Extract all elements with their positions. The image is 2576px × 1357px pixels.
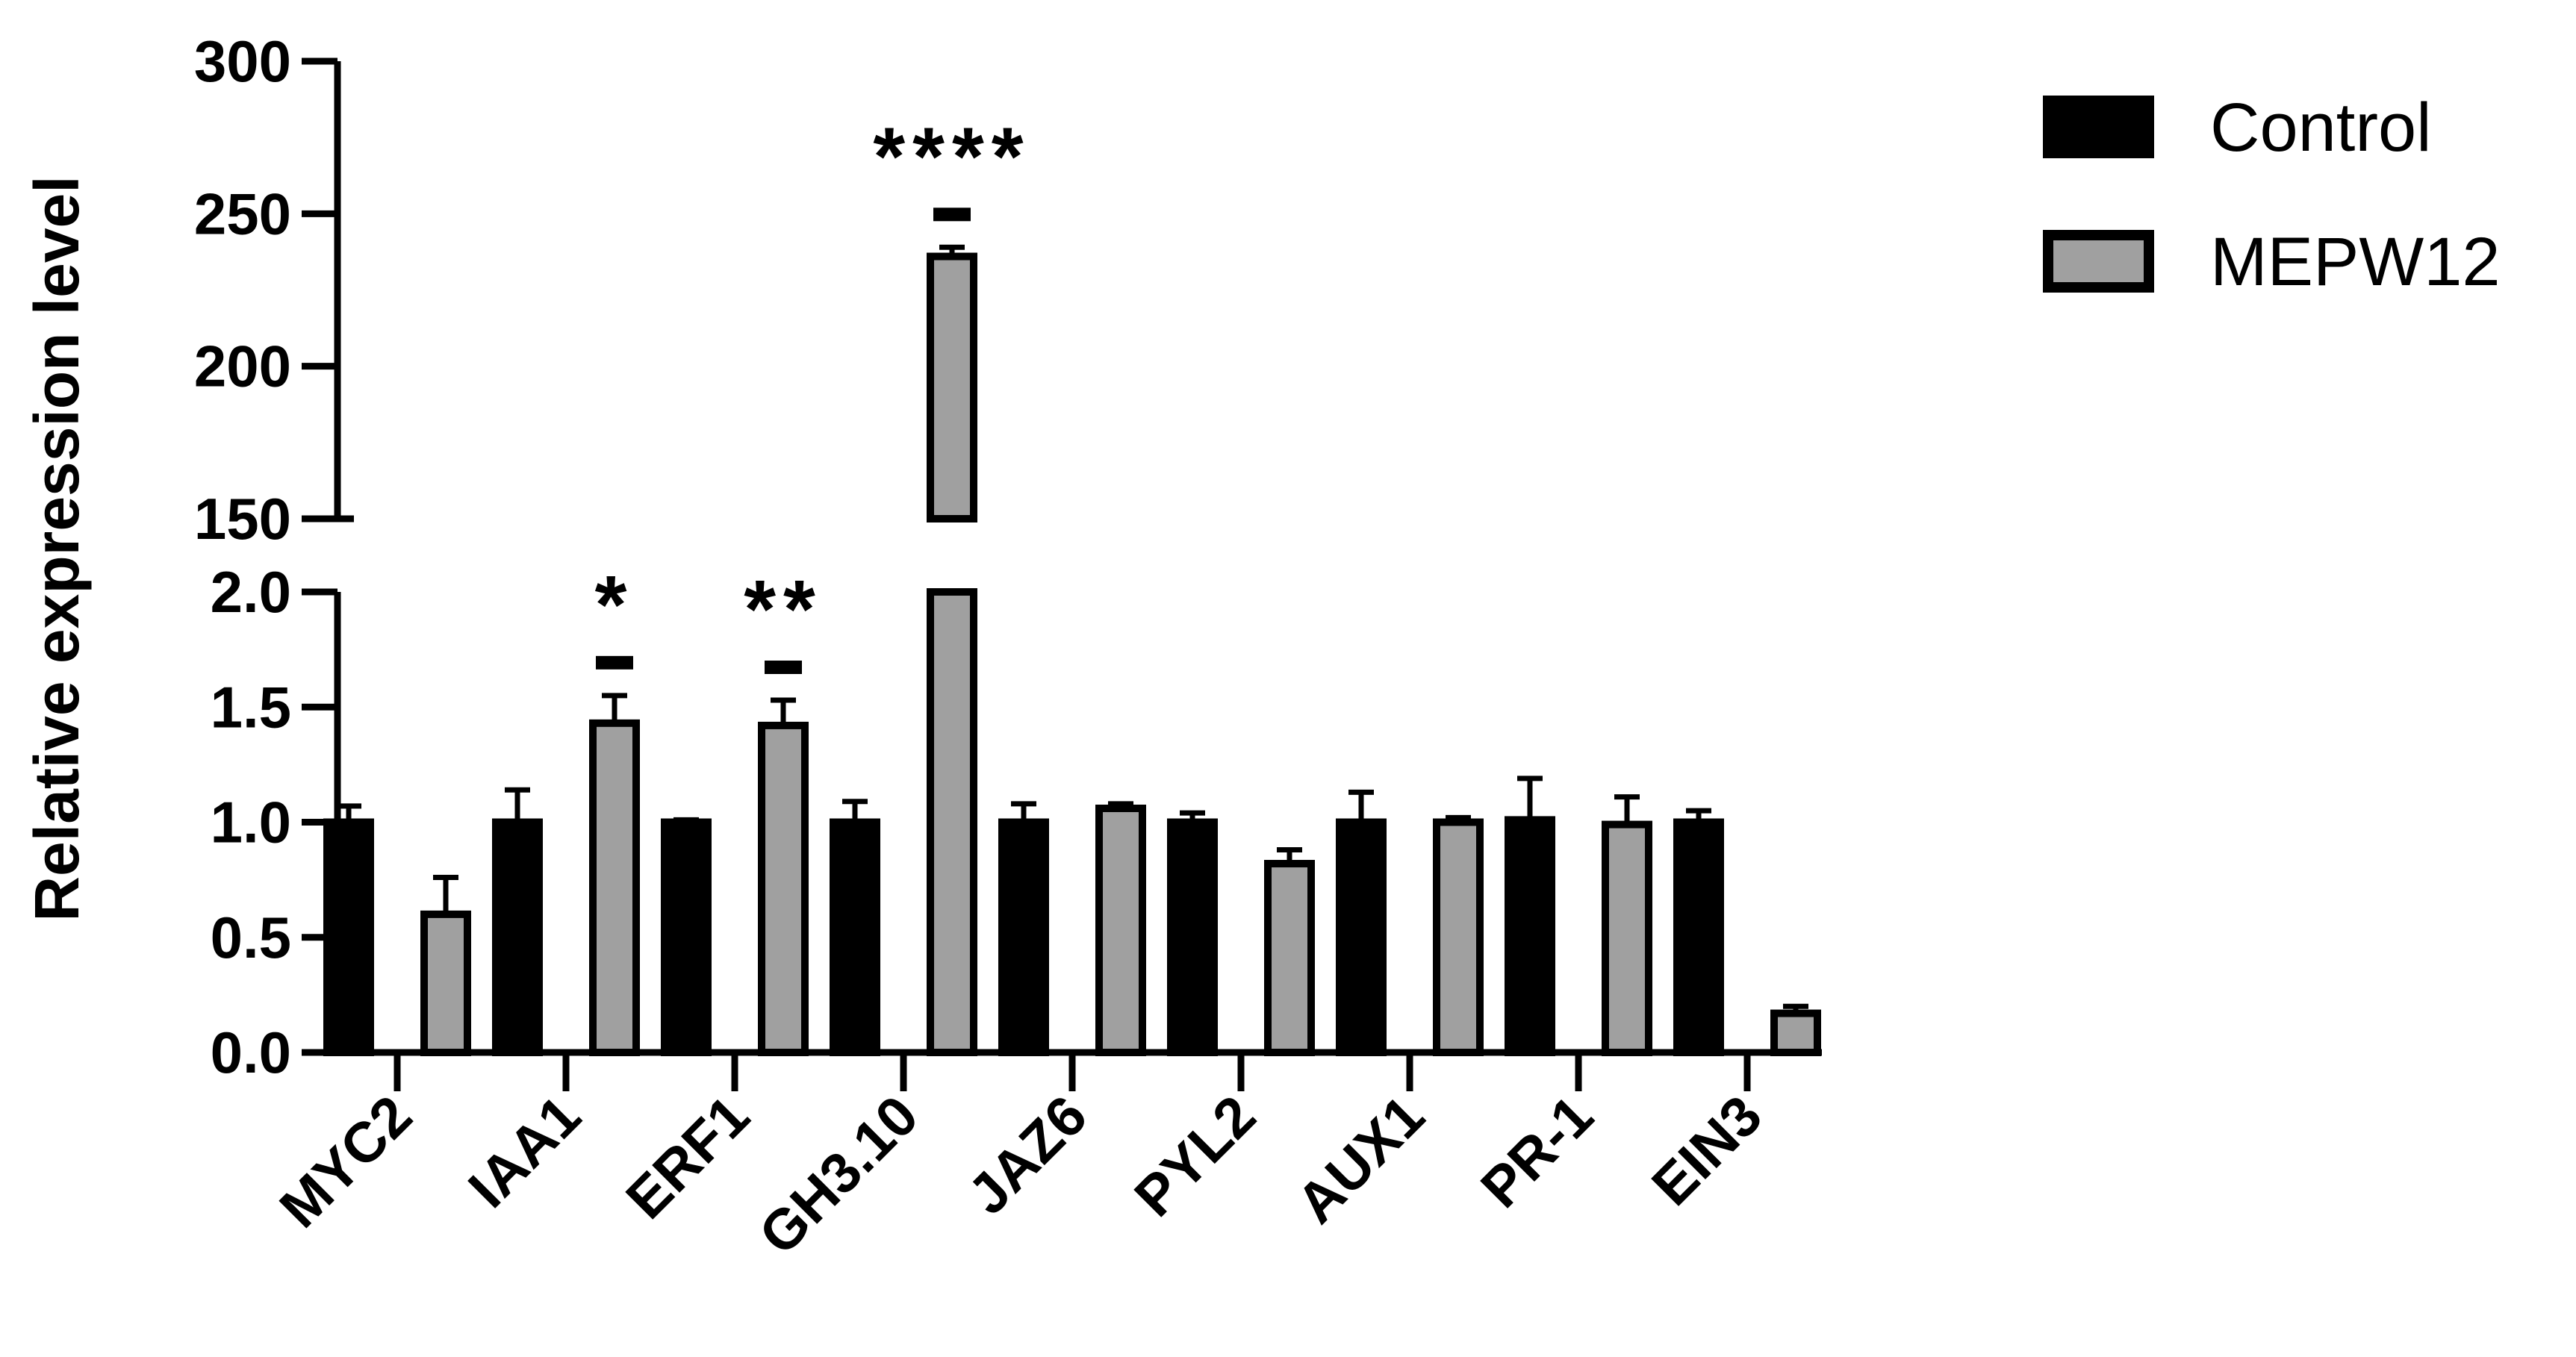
bar-mepw12-pr-1 — [1602, 820, 1652, 1056]
x-tick-label: ERF1 — [615, 1084, 762, 1231]
y-tick-label: 1.0 — [211, 790, 291, 855]
x-tick-label: PR-1 — [1469, 1084, 1605, 1220]
significance-dash — [933, 208, 971, 222]
axes — [302, 57, 1822, 1091]
y-axis-title: Relative expression level — [22, 175, 92, 921]
bar-control-gh3-10 — [830, 818, 880, 1056]
x-tick-label: JAZ6 — [956, 1084, 1100, 1227]
bar-control-ein3 — [1673, 818, 1724, 1056]
bar-control-pr-1 — [1505, 816, 1555, 1057]
significance-label: * — [595, 559, 635, 651]
legend-swatch-control — [2043, 96, 2154, 158]
significance-label: ** — [744, 564, 823, 655]
legend-swatch-mepw12 — [2043, 230, 2154, 293]
y-tick-label: 0.0 — [211, 1020, 291, 1085]
bar-mepw12-gh3-10-lower — [927, 588, 977, 1056]
bar-control-aux1 — [1336, 818, 1387, 1056]
bar-control-jaz6 — [998, 818, 1049, 1056]
bars — [323, 208, 1821, 1057]
bar-mepw12-gh3-10-upper — [927, 252, 977, 522]
y-tick-label: 300 — [194, 28, 291, 94]
x-tick-label: PYL2 — [1123, 1084, 1269, 1229]
bar-mepw12-ein3 — [1770, 1009, 1821, 1057]
bar-mepw12-myc2 — [420, 910, 471, 1057]
bar-control-erf1 — [661, 818, 712, 1056]
bar-mepw12-pyl2 — [1264, 860, 1315, 1057]
bar-control-myc2 — [323, 818, 374, 1056]
bar-mepw12-iaa1 — [589, 719, 640, 1056]
legend-label: MEPW12 — [2210, 224, 2501, 300]
significance-dash — [596, 655, 633, 670]
y-tick-label: 2.0 — [211, 559, 291, 625]
y-tick-label: 0.5 — [211, 905, 291, 970]
bar-control-pyl2 — [1167, 818, 1218, 1056]
axis-labels: 0.0 0.5 1.0 1.5 2.0 150 200 250 300 MYC2 IAA1 ERF1G… — [194, 28, 1774, 1267]
x-tick-label: IAA1 — [456, 1084, 593, 1220]
x-tick-label: MYC2 — [268, 1084, 424, 1240]
x-tick-label: EIN3 — [1640, 1084, 1774, 1218]
bar-mepw12-aux1 — [1433, 818, 1484, 1056]
significance-dash — [765, 660, 802, 674]
bar-mepw12-erf1 — [758, 721, 809, 1056]
y-tick-label: 250 — [194, 181, 291, 246]
x-tick-label: AUX1 — [1285, 1084, 1437, 1235]
bar-control-iaa1 — [492, 818, 543, 1056]
y-tick-label: 1.5 — [211, 674, 291, 740]
legend-label: Control — [2210, 90, 2432, 166]
legend: Control MEPW12 — [2043, 90, 2501, 300]
x-tick-label: GH3.10 — [747, 1084, 930, 1267]
significance-label: **** — [873, 110, 1030, 202]
bar-mepw12-jaz6 — [1095, 804, 1146, 1056]
y-tick-label: 150 — [194, 486, 291, 552]
y-tick-label: 200 — [194, 334, 291, 399]
